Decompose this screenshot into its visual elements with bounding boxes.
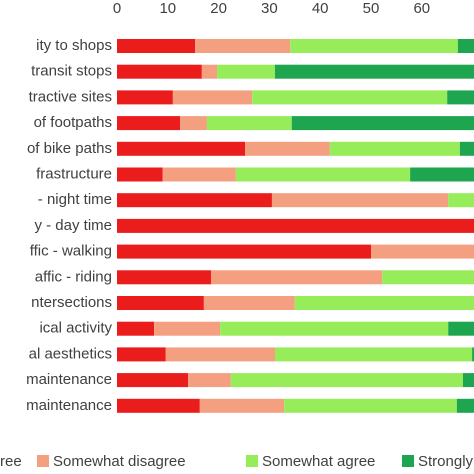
bar-segment — [117, 167, 163, 182]
bar-segment — [201, 64, 218, 79]
bar-segment — [252, 90, 448, 105]
bar-segment — [382, 270, 474, 285]
bar-segment — [154, 321, 221, 336]
bar-segment — [274, 64, 474, 79]
bar-segment — [245, 141, 330, 156]
bar-segment — [220, 321, 449, 336]
bar-segment — [371, 244, 474, 259]
y-tick-label: transit stops — [31, 63, 112, 80]
bar-segment — [210, 270, 383, 285]
bar-segment — [172, 90, 253, 105]
bar-segment — [117, 90, 173, 105]
legend-swatch — [246, 455, 258, 467]
legend-swatch — [37, 455, 49, 467]
bar-segment — [203, 296, 295, 310]
bar-segment — [447, 90, 474, 105]
y-tick-label: of footpaths — [34, 114, 112, 131]
bar-segment — [199, 398, 285, 413]
y-tick-label: maintenance — [26, 371, 112, 388]
bar-segment — [462, 373, 474, 388]
bar-segment — [290, 39, 458, 53]
bar-segment — [294, 296, 474, 310]
bar-segment — [235, 167, 411, 182]
legend-label: Somewhat agree — [262, 453, 375, 470]
y-tick-label: ical activity — [39, 320, 112, 337]
x-tick-label: 60 — [413, 0, 430, 17]
bar-segment — [459, 141, 474, 156]
bar-segment — [165, 347, 275, 362]
bar-segment — [117, 193, 272, 208]
x-tick-label: 10 — [159, 0, 176, 17]
bar-segment — [117, 270, 211, 285]
bar-segment — [329, 141, 460, 156]
x-tick-label: 20 — [210, 0, 227, 17]
bar-segment — [162, 167, 236, 182]
legend-label: Strongly — [418, 453, 474, 470]
y-tick-label: affic - riding — [35, 268, 112, 285]
x-tick-label: 40 — [312, 0, 329, 17]
y-tick-label: ntersections — [31, 294, 112, 311]
bar-segment — [217, 64, 275, 79]
bar-segment — [117, 116, 180, 131]
y-tick-label: y - day time — [34, 217, 112, 234]
y-tick-label: ity to shops — [36, 37, 112, 54]
y-tick-label: ffic - walking — [30, 243, 112, 260]
bar-segment — [117, 218, 474, 233]
bar-segment — [117, 39, 196, 53]
bar-segment — [472, 347, 474, 362]
bar-segment — [291, 116, 474, 131]
bar-segment — [117, 321, 155, 336]
x-tick-label: 50 — [363, 0, 380, 17]
bar-segment — [117, 141, 246, 156]
y-tick-label: frastructure — [36, 165, 112, 182]
y-tick-label: - night time — [38, 191, 112, 208]
bar-segment — [117, 296, 204, 310]
legend-label: ree — [0, 453, 22, 470]
x-tick-label: 30 — [261, 0, 278, 17]
bar-segment — [117, 244, 371, 259]
bar-segment — [230, 373, 463, 388]
bar-segment — [117, 64, 202, 79]
legend-label: Somewhat disagree — [53, 453, 186, 470]
x-tick-label: 0 — [113, 0, 121, 17]
bar-segment — [195, 39, 291, 53]
bar-segment — [179, 116, 207, 131]
bar-segment — [457, 39, 474, 53]
bar-segment — [284, 398, 457, 413]
bar-segment — [117, 347, 166, 362]
y-tick-label: maintenance — [26, 397, 112, 414]
bar-segment — [448, 193, 474, 208]
bar-segment — [206, 116, 292, 131]
bar-segment — [188, 373, 231, 388]
bar-segment — [410, 167, 474, 182]
y-tick-label: of bike paths — [27, 140, 112, 157]
legend-swatch — [402, 455, 414, 467]
bar-segment — [117, 398, 200, 413]
bar-segment — [274, 347, 473, 362]
bar-segment — [448, 321, 474, 336]
y-tick-label: al aesthetics — [29, 345, 112, 362]
bar-segment — [117, 373, 189, 388]
bar-segment — [456, 398, 474, 413]
bar-segment — [271, 193, 449, 208]
y-tick-label: tractive sites — [29, 88, 112, 105]
